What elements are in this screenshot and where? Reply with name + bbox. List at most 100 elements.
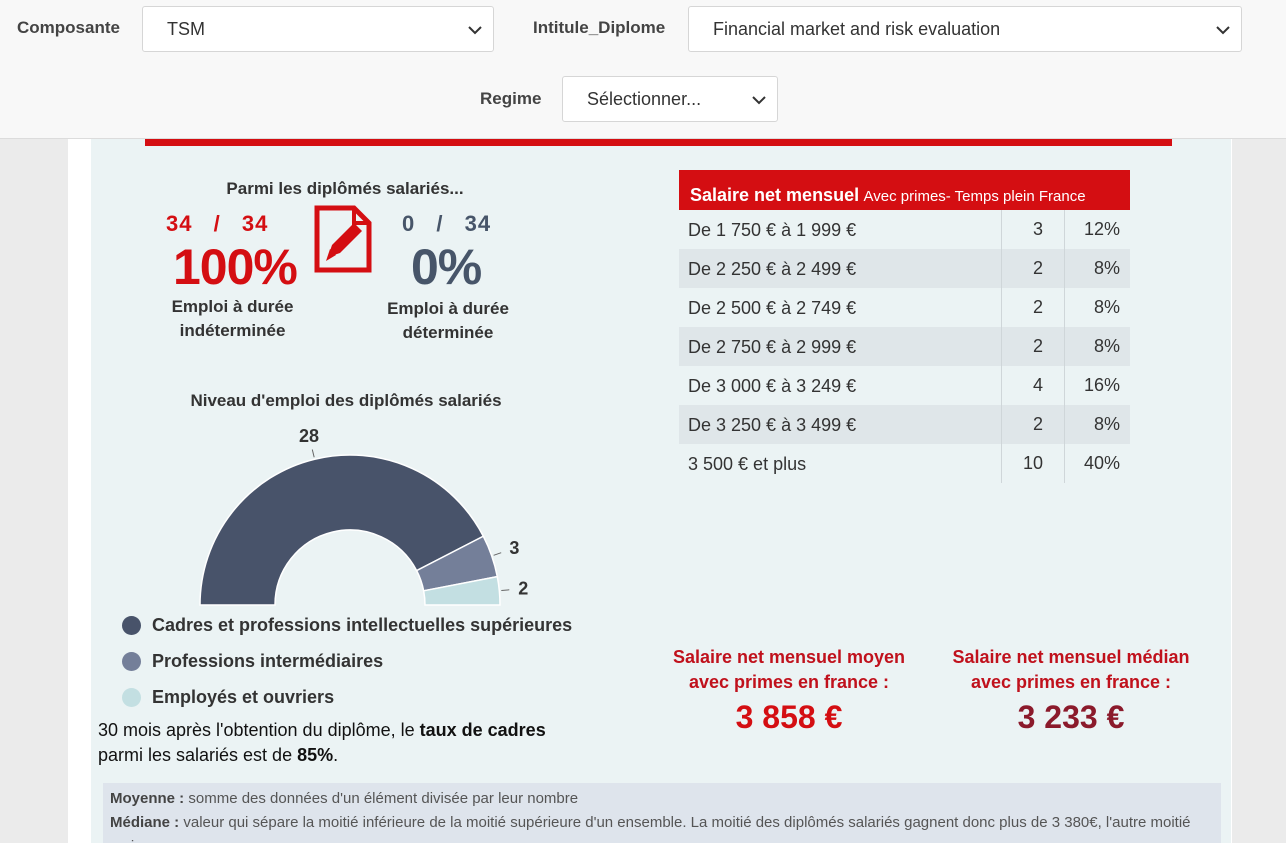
salary-count: 2 (1001, 249, 1065, 288)
summary-bold: 85% (297, 745, 334, 765)
legend-item-employes[interactable]: Employés et ouvriers (122, 687, 334, 708)
table-row: 3 500 € et plus 10 40% (679, 444, 1130, 483)
cdd-fraction: 0 / 34 (402, 211, 491, 237)
salary-percent: 12% (1083, 219, 1120, 239)
regime-value: Sélectionner... (587, 89, 702, 109)
cdd-slash: / (436, 211, 444, 236)
cdd-caption-line2: déterminée (402, 323, 494, 342)
cdi-total: 34 (241, 211, 269, 236)
contract-pen-icon (314, 205, 372, 273)
summary-bold: taux de cadres (419, 720, 546, 740)
cdi-caption-line1: Emploi à durée (171, 297, 294, 316)
cdd-caption: Emploi à durée déterminée (368, 297, 528, 345)
table-row: De 2 250 € à 2 499 € 2 8% (679, 249, 1130, 288)
leader-line (311, 449, 315, 458)
legend-marker (122, 616, 141, 635)
cdd-count: 0 (402, 211, 416, 236)
salary-count: 2 (1001, 327, 1065, 366)
median-label-line1: Salaire net mensuel médian (952, 647, 1190, 667)
composante-label: Composante (17, 18, 120, 37)
composante-select[interactable]: TSM (142, 6, 494, 52)
slice-label-cadres: 28 (299, 426, 319, 446)
cdi-slash: / (213, 211, 221, 236)
slice-label-intermediaires: 3 (509, 538, 519, 558)
salary-count: 10 (1001, 444, 1065, 483)
leader-line (493, 552, 502, 556)
salary-count: 2 (1001, 405, 1065, 444)
table-row: De 3 250 € à 3 499 € 2 8% (679, 405, 1130, 444)
summary-text: 30 mois après l'obtention du diplôme, le… (98, 718, 548, 768)
cdi-count: 34 (166, 211, 193, 236)
table-row: De 2 500 € à 2 749 € 2 8% (679, 288, 1130, 327)
median-definition: Médiane : valeur qui sépare la moitié in… (110, 811, 1214, 843)
salary-percent: 8% (1093, 414, 1120, 434)
chevron-down-icon (752, 96, 766, 105)
legend-marker (122, 688, 141, 707)
salary-range: 3 500 € et plus (688, 454, 807, 474)
mean-label-line2: avec primes en france : (688, 672, 890, 692)
salary-table-title: Salaire net mensuel (690, 185, 860, 205)
cdd-caption-line1: Emploi à durée (387, 299, 509, 318)
salary-table-header: Salaire net mensuel Avec primes- Temps p… (679, 170, 1130, 210)
legend-marker (122, 652, 141, 671)
intitule-label: Intitule_Diplome (533, 18, 666, 37)
definition-term: Médiane : (110, 814, 180, 831)
legend-label: Professions intermédiaires (152, 651, 384, 671)
cdd-percent: 0% (411, 239, 482, 295)
definitions-box: Moyenne : somme des données d'un élément… (103, 783, 1221, 843)
salary-percent: 8% (1093, 297, 1120, 317)
salary-range: De 3 250 € à 3 499 € (688, 415, 857, 435)
mean-label-line1: Salaire net mensuel moyen (672, 647, 906, 667)
cdi-caption: Emploi à durée indéterminée (150, 295, 315, 343)
median-salary-value: 3 233 € (1017, 699, 1125, 735)
summary-part: 30 mois après l'obtention du diplôme, le (98, 720, 420, 740)
salary-range: De 1 750 € à 1 999 € (688, 220, 857, 240)
table-row: De 3 000 € à 3 249 € 4 16% (679, 366, 1130, 405)
salary-count: 3 (1001, 210, 1065, 249)
summary-part: . (333, 745, 339, 765)
median-label-line2: avec primes en france : (970, 672, 1172, 692)
chevron-down-icon (1216, 26, 1230, 35)
chevron-down-icon (468, 26, 482, 35)
definition-text: somme des données d'un élément divisée p… (184, 790, 579, 807)
cdi-caption-line2: indéterminée (179, 321, 286, 340)
legend-item-cadres[interactable]: Cadres et professions intellectuelles su… (122, 615, 572, 636)
cdd-total: 34 (464, 211, 492, 236)
salary-percent: 40% (1083, 453, 1120, 473)
contract-title: Parmi les diplômés salariés... (226, 179, 464, 198)
intitule-value: Financial market and risk evaluation (713, 19, 1001, 39)
salary-range: De 2 750 € à 2 999 € (688, 337, 857, 357)
slice-label-employes: 2 (518, 578, 528, 598)
definition-text: valeur qui sépare la moitié inférieure d… (110, 814, 1191, 843)
intitule-select[interactable]: Financial market and risk evaluation (688, 6, 1242, 52)
cdi-fraction: 34 / 34 (166, 211, 268, 237)
red-divider (145, 139, 1172, 146)
definition-term: Moyenne : (110, 790, 185, 807)
regime-label: Regime (480, 89, 542, 108)
chart-title: Niveau d'emploi des diplômés salariés (190, 391, 502, 410)
mean-salary-label: Salaire net mensuel moyen avec primes en… (660, 645, 918, 695)
legend-item-intermediaires[interactable]: Professions intermédiaires (122, 651, 383, 672)
cdi-percent: 100% (173, 239, 298, 295)
salary-percent: 8% (1093, 336, 1120, 356)
table-row: De 1 750 € à 1 999 € 3 12% (679, 210, 1130, 249)
leader-line (501, 589, 510, 592)
legend-label: Cadres et professions intellectuelles su… (152, 615, 573, 635)
filter-bar: Composante TSM Intitule_Diplome Financia… (0, 0, 1286, 139)
legend-label: Employés et ouvriers (152, 687, 335, 707)
mean-definition: Moyenne : somme des données d'un élément… (110, 787, 1214, 811)
mean-salary-value: 3 858 € (735, 699, 843, 735)
salary-percent: 16% (1083, 375, 1120, 395)
slice-cadres[interactable] (199, 454, 485, 606)
salary-table-subtitle: Avec primes- Temps plein France (863, 188, 1086, 205)
salary-percent: 8% (1093, 258, 1120, 278)
summary-part: parmi les salariés est de (98, 745, 298, 765)
employment-level-chart: 28 3 2 (199, 426, 528, 606)
composante-value: TSM (167, 19, 205, 39)
salary-count: 2 (1001, 288, 1065, 327)
regime-select[interactable]: Sélectionner... (562, 76, 778, 122)
salary-range: De 2 250 € à 2 499 € (688, 259, 857, 279)
salary-count: 4 (1001, 366, 1065, 405)
slice-employes[interactable] (422, 575, 501, 606)
table-row: De 2 750 € à 2 999 € 2 8% (679, 327, 1130, 366)
